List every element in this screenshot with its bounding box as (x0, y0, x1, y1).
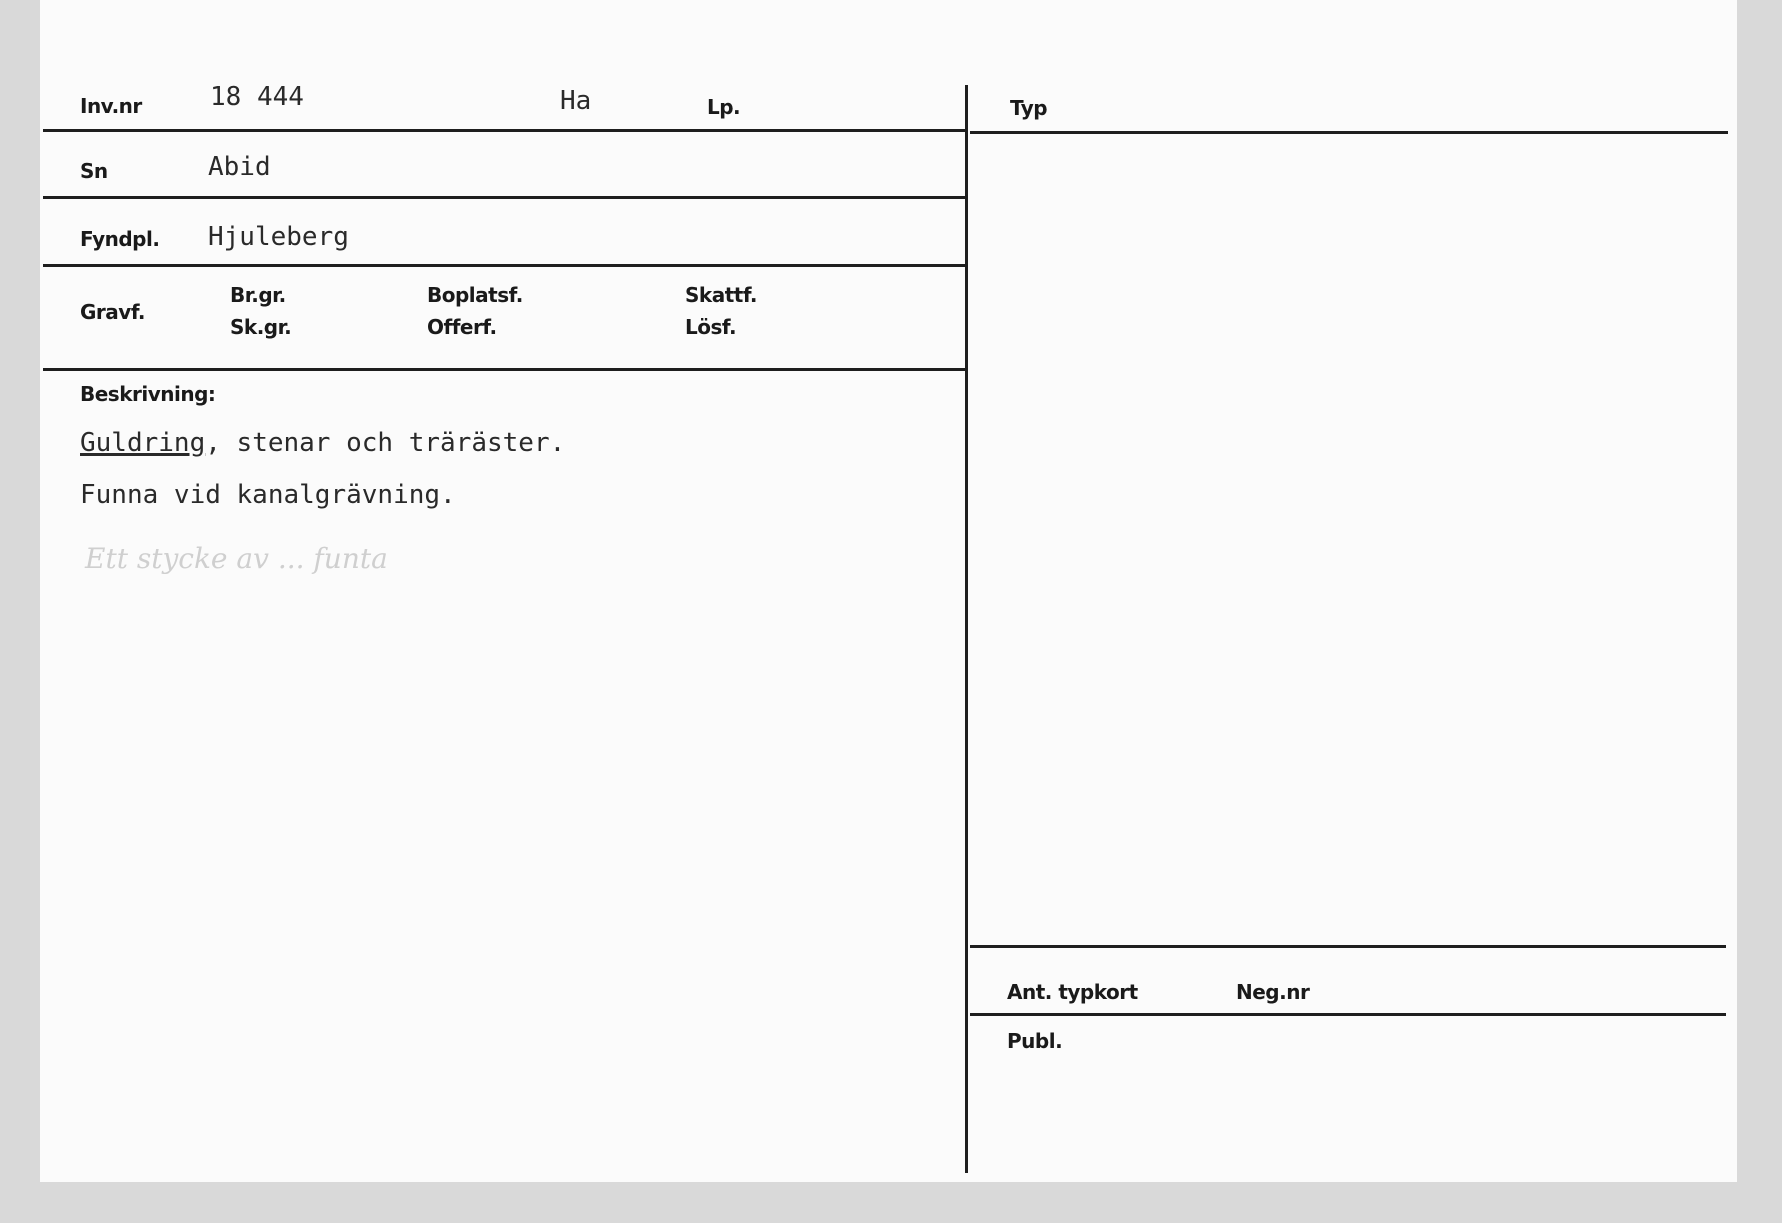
description-underlined: Guldring (80, 428, 206, 458)
divider (43, 196, 965, 199)
typ-label: Typ (1010, 96, 1048, 120)
offerf-label: Offerf. (427, 315, 497, 339)
boplatsf-label: Boplatsf. (427, 283, 523, 307)
handwritten-note: Ett stycke av ... funta (85, 542, 388, 575)
sn-label: Sn (80, 159, 108, 183)
inv-nr-label: Inv.nr (80, 94, 142, 118)
fyndpl-label: Fyndpl. (80, 227, 160, 251)
description-line-1: Guldring, stenar och träräster. (80, 430, 565, 456)
divider (43, 264, 965, 267)
neg-nr-label: Neg.nr (1236, 980, 1310, 1004)
inv-nr-value: 18 444 (210, 82, 304, 112)
beskrivning-label: Beskrivning: (80, 382, 216, 406)
ha-value: Ha (560, 86, 592, 116)
divider (970, 131, 1728, 134)
skattf-label: Skattf. (685, 283, 758, 307)
ant-typkort-label: Ant. typkort (1007, 980, 1138, 1004)
publ-label: Publ. (1007, 1029, 1063, 1053)
lp-label: Lp. (707, 95, 741, 119)
description-line-1-rest: , stenar och träräster. (205, 428, 566, 458)
divider (43, 129, 965, 132)
divider (970, 1013, 1726, 1016)
divider (970, 945, 1726, 948)
sk-gr-label: Sk.gr. (230, 315, 292, 339)
losf-label: Lösf. (685, 315, 737, 339)
catalog-card (40, 0, 1737, 1182)
br-gr-label: Br.gr. (230, 283, 286, 307)
column-divider (965, 85, 968, 1173)
fyndpl-value: Hjuleberg (208, 222, 349, 252)
description-line-2: Funna vid kanalgrävning. (80, 480, 456, 510)
sn-value: Abid (208, 152, 271, 182)
gravf-label: Gravf. (80, 300, 146, 324)
divider (43, 368, 965, 371)
